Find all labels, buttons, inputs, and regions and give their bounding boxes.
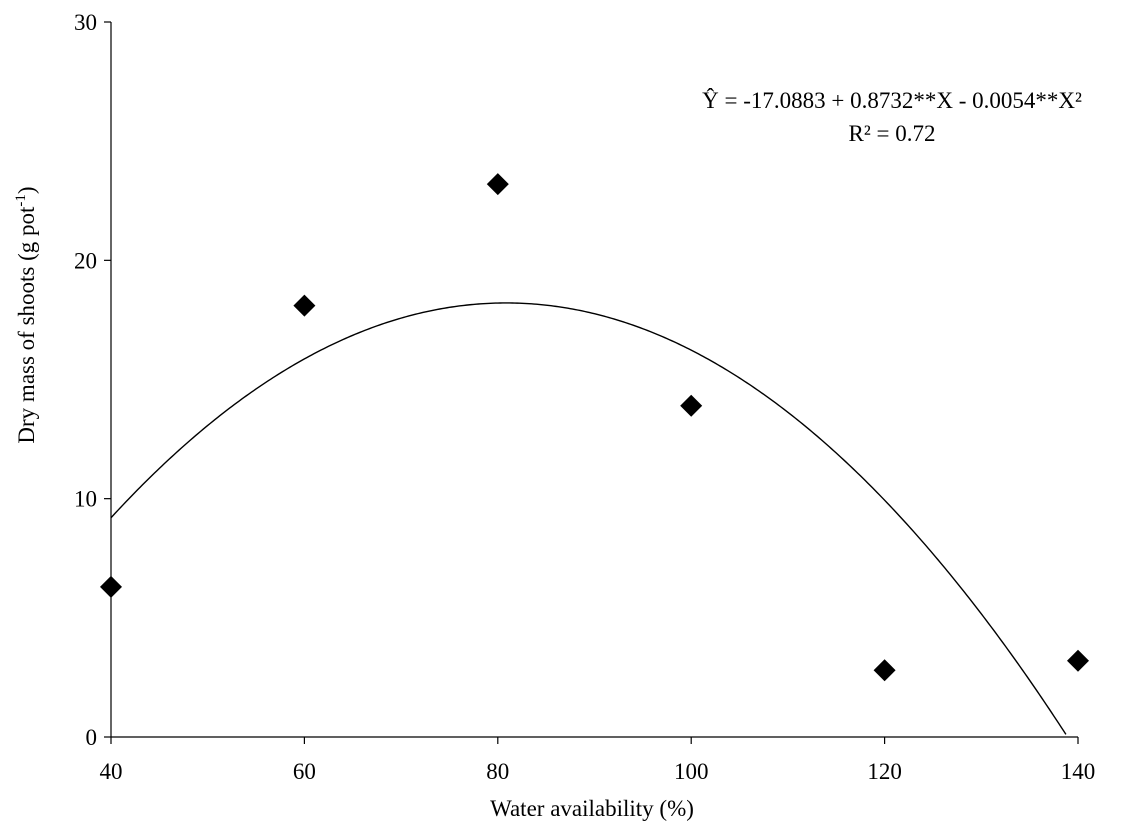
trendline-curve bbox=[110, 302, 1067, 735]
data-points-layer bbox=[100, 173, 1089, 682]
y-tick-label: 10 bbox=[74, 487, 97, 512]
axes: 0 10 20 30 40 60 80 100 120 140 bbox=[74, 10, 1095, 784]
y-tick-label: 0 bbox=[86, 725, 98, 750]
r-squared-label: R² = 0.72 bbox=[849, 121, 936, 146]
data-point bbox=[486, 173, 509, 196]
data-point bbox=[1067, 649, 1089, 672]
x-tick-label: 100 bbox=[674, 759, 709, 784]
data-point bbox=[293, 294, 316, 317]
x-axis-title: Water availability (%) bbox=[490, 796, 694, 821]
trendline-layer bbox=[110, 302, 1067, 735]
y-axis-title: Dry mass of shoots (g pot-1) bbox=[13, 186, 39, 443]
y-axis-title-close: ) bbox=[14, 186, 39, 194]
x-tick-label: 40 bbox=[100, 759, 123, 784]
data-point bbox=[680, 394, 703, 417]
x-tick-label: 120 bbox=[867, 759, 902, 784]
regression-equation: Ŷ = -17.0883 + 0.8732**X - 0.0054**X² bbox=[702, 88, 1082, 113]
data-point bbox=[873, 659, 896, 682]
y-axis-title-superscript: -1 bbox=[13, 194, 29, 207]
data-point bbox=[100, 575, 122, 598]
x-tick-label: 140 bbox=[1061, 759, 1096, 784]
x-tick-label: 60 bbox=[293, 759, 316, 784]
x-tick-label: 80 bbox=[486, 759, 509, 784]
labels-layer: Water availability (%) Dry mass of shoot… bbox=[13, 88, 1082, 821]
y-tick-label: 20 bbox=[74, 248, 97, 273]
y-tick-label: 30 bbox=[74, 10, 97, 35]
y-axis-title-main: Dry mass of shoots (g pot bbox=[14, 206, 39, 444]
